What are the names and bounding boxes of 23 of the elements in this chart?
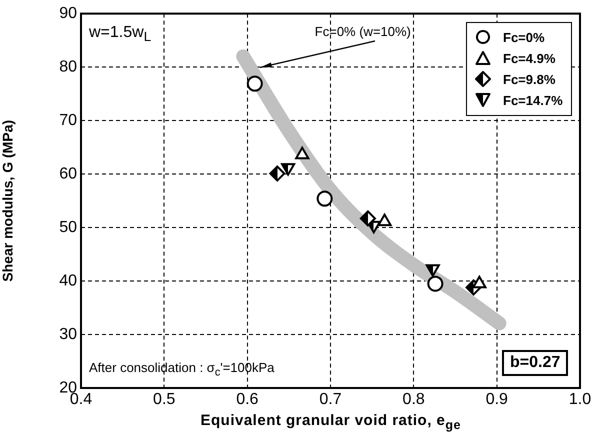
annotation: After consolidation : σ$_{c}$'=100kPa bbox=[89, 360, 274, 379]
y-axis-title: Shear modulus, G (MPa) bbox=[0, 120, 16, 282]
x-tick-label: 1.0 bbox=[568, 391, 592, 408]
x-tick-label: 0.7 bbox=[319, 391, 342, 408]
legend-label: Fc=14.7% bbox=[503, 92, 563, 108]
y-tick-label: 80 bbox=[59, 58, 78, 76]
y-tick-label: 60 bbox=[59, 165, 78, 182]
x-axis-title: Equivalent granular void ratio, e$_{ge}$ bbox=[200, 412, 461, 432]
annotation: w=1.5w$_{L}$ bbox=[89, 24, 152, 44]
legend-label: Fc=4.9% bbox=[503, 50, 556, 66]
annotation: Fc=0% (w=10%) bbox=[314, 24, 411, 39]
y-tick-label: 50 bbox=[59, 218, 78, 236]
x-tick-label: 0.8 bbox=[402, 391, 425, 408]
x-tick-label: 0.6 bbox=[236, 391, 259, 408]
y-tick-label: 40 bbox=[59, 272, 78, 290]
x-tick-label: 0.5 bbox=[153, 391, 176, 408]
y-tick-label: 70 bbox=[59, 112, 78, 129]
legend-label: Fc=0% bbox=[503, 30, 545, 45]
x-tick-label: 0.9 bbox=[486, 391, 508, 408]
y-tick-label: 30 bbox=[59, 326, 78, 343]
y-tick-label: 90 bbox=[59, 5, 78, 22]
legend-label: Fc=9.8% bbox=[503, 72, 556, 87]
annotation: b=0.27 bbox=[502, 350, 568, 376]
